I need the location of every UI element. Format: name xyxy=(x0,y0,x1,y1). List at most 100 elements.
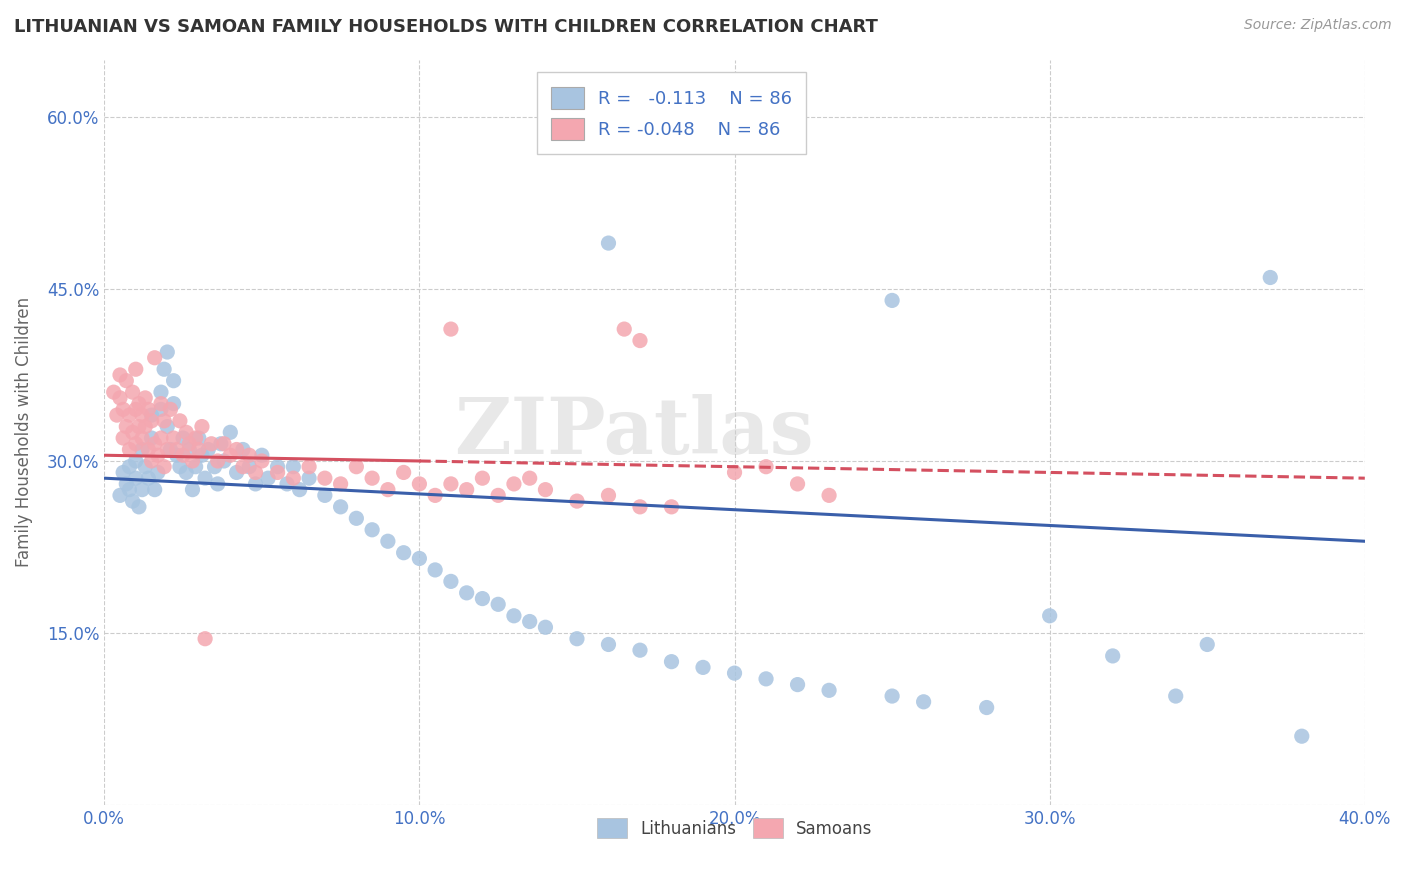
Point xyxy=(138,471,160,485)
Point xyxy=(225,442,247,457)
Point xyxy=(232,442,254,457)
Point xyxy=(565,494,588,508)
Point xyxy=(125,402,148,417)
Point xyxy=(283,459,305,474)
Point xyxy=(266,459,288,474)
Point xyxy=(153,459,176,474)
Point xyxy=(207,476,229,491)
Point xyxy=(880,689,903,703)
Point xyxy=(329,500,352,514)
Point xyxy=(121,494,143,508)
Point xyxy=(134,391,156,405)
Point xyxy=(1197,637,1219,651)
Point xyxy=(628,643,651,657)
Point xyxy=(204,459,226,474)
Point xyxy=(440,574,463,589)
Point xyxy=(628,334,651,348)
Point xyxy=(565,632,588,646)
Point xyxy=(408,476,430,491)
Point xyxy=(174,466,197,480)
Point xyxy=(169,459,191,474)
Point xyxy=(486,597,509,611)
Point xyxy=(112,466,135,480)
Point xyxy=(257,471,280,485)
Point xyxy=(486,488,509,502)
Point xyxy=(118,408,141,422)
Point xyxy=(108,488,131,502)
Point xyxy=(212,437,235,451)
Text: LITHUANIAN VS SAMOAN FAMILY HOUSEHOLDS WITH CHILDREN CORRELATION CHART: LITHUANIAN VS SAMOAN FAMILY HOUSEHOLDS W… xyxy=(14,18,877,36)
Point xyxy=(329,476,352,491)
Point xyxy=(181,454,204,468)
Point xyxy=(128,419,150,434)
Point xyxy=(166,448,188,462)
Point xyxy=(1258,270,1281,285)
Point xyxy=(197,442,219,457)
Point xyxy=(172,431,194,445)
Point xyxy=(103,385,125,400)
Point xyxy=(314,488,336,502)
Point xyxy=(456,483,478,497)
Point xyxy=(661,655,683,669)
Point xyxy=(456,586,478,600)
Point xyxy=(976,700,998,714)
Point xyxy=(131,483,153,497)
Point xyxy=(1101,648,1123,663)
Point xyxy=(112,402,135,417)
Point xyxy=(423,563,446,577)
Point xyxy=(181,483,204,497)
Point xyxy=(131,408,153,422)
Point xyxy=(503,608,526,623)
Point xyxy=(219,425,242,440)
Point xyxy=(156,442,179,457)
Point xyxy=(125,362,148,376)
Point xyxy=(423,488,446,502)
Point xyxy=(125,454,148,468)
Point xyxy=(143,351,166,365)
Point xyxy=(191,419,214,434)
Point xyxy=(392,546,415,560)
Point xyxy=(153,362,176,376)
Point xyxy=(159,442,181,457)
Point xyxy=(344,511,367,525)
Point xyxy=(598,488,620,502)
Point xyxy=(194,632,217,646)
Point xyxy=(187,431,209,445)
Point xyxy=(131,431,153,445)
Point xyxy=(598,637,620,651)
Point xyxy=(200,437,222,451)
Point xyxy=(692,660,714,674)
Point xyxy=(723,466,745,480)
Point xyxy=(245,466,267,480)
Point xyxy=(250,454,273,468)
Point xyxy=(118,459,141,474)
Point xyxy=(149,431,172,445)
Text: ZIPatlas: ZIPatlas xyxy=(454,394,814,470)
Point xyxy=(661,500,683,514)
Point xyxy=(276,476,298,491)
Point xyxy=(184,459,207,474)
Point xyxy=(219,448,242,462)
Point xyxy=(174,425,197,440)
Point xyxy=(207,454,229,468)
Point xyxy=(471,591,494,606)
Point xyxy=(134,419,156,434)
Point xyxy=(818,683,841,698)
Point xyxy=(156,419,179,434)
Point xyxy=(191,448,214,462)
Point xyxy=(115,476,138,491)
Point xyxy=(440,322,463,336)
Point xyxy=(440,476,463,491)
Point xyxy=(159,402,181,417)
Point xyxy=(131,442,153,457)
Point xyxy=(755,459,778,474)
Point xyxy=(179,437,201,451)
Point xyxy=(225,466,247,480)
Point xyxy=(125,471,148,485)
Point xyxy=(1164,689,1187,703)
Point xyxy=(1039,608,1062,623)
Point xyxy=(238,448,260,462)
Point xyxy=(153,414,176,428)
Point xyxy=(146,466,169,480)
Point xyxy=(141,454,163,468)
